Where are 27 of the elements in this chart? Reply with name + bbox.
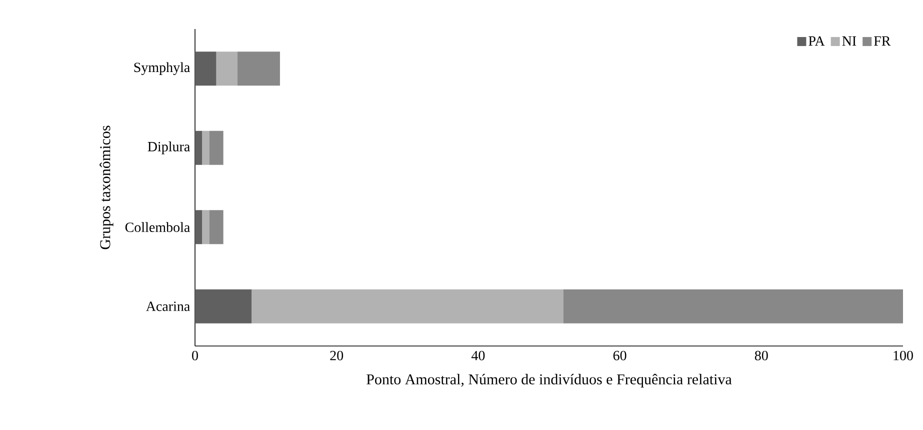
x-tick-label: 40 bbox=[471, 350, 485, 360]
bar bbox=[195, 210, 202, 244]
x-tick-label: 100 bbox=[894, 350, 913, 360]
bar bbox=[195, 52, 216, 86]
bar bbox=[252, 289, 564, 324]
x-axis-title: Ponto Amostral, Número de indivíduos e Frequência relativa bbox=[366, 374, 732, 388]
x-tick-label: 0 bbox=[192, 350, 198, 360]
bar bbox=[195, 289, 252, 324]
bar bbox=[202, 210, 210, 244]
y-tick-label: Collembola bbox=[125, 222, 190, 232]
x-tick-label: 80 bbox=[754, 350, 768, 360]
bar bbox=[202, 130, 210, 165]
x-tick-label: 20 bbox=[330, 350, 344, 360]
y-tick-label: Diplura bbox=[148, 142, 190, 154]
bar bbox=[563, 289, 903, 324]
bar bbox=[237, 52, 280, 86]
x-tick-label: 60 bbox=[613, 350, 626, 360]
y-axis-title: Grupos taxonômicos bbox=[100, 126, 114, 250]
y-tick-label: Symphyla bbox=[134, 62, 190, 75]
legend-label: FR bbox=[874, 36, 891, 46]
legend-label: NI bbox=[842, 36, 856, 46]
bar bbox=[195, 130, 202, 165]
y-tick-label: Acarina bbox=[146, 302, 190, 312]
legend-label: PA bbox=[808, 36, 825, 46]
bar bbox=[209, 210, 224, 244]
bar bbox=[216, 52, 238, 86]
bar bbox=[209, 130, 224, 165]
